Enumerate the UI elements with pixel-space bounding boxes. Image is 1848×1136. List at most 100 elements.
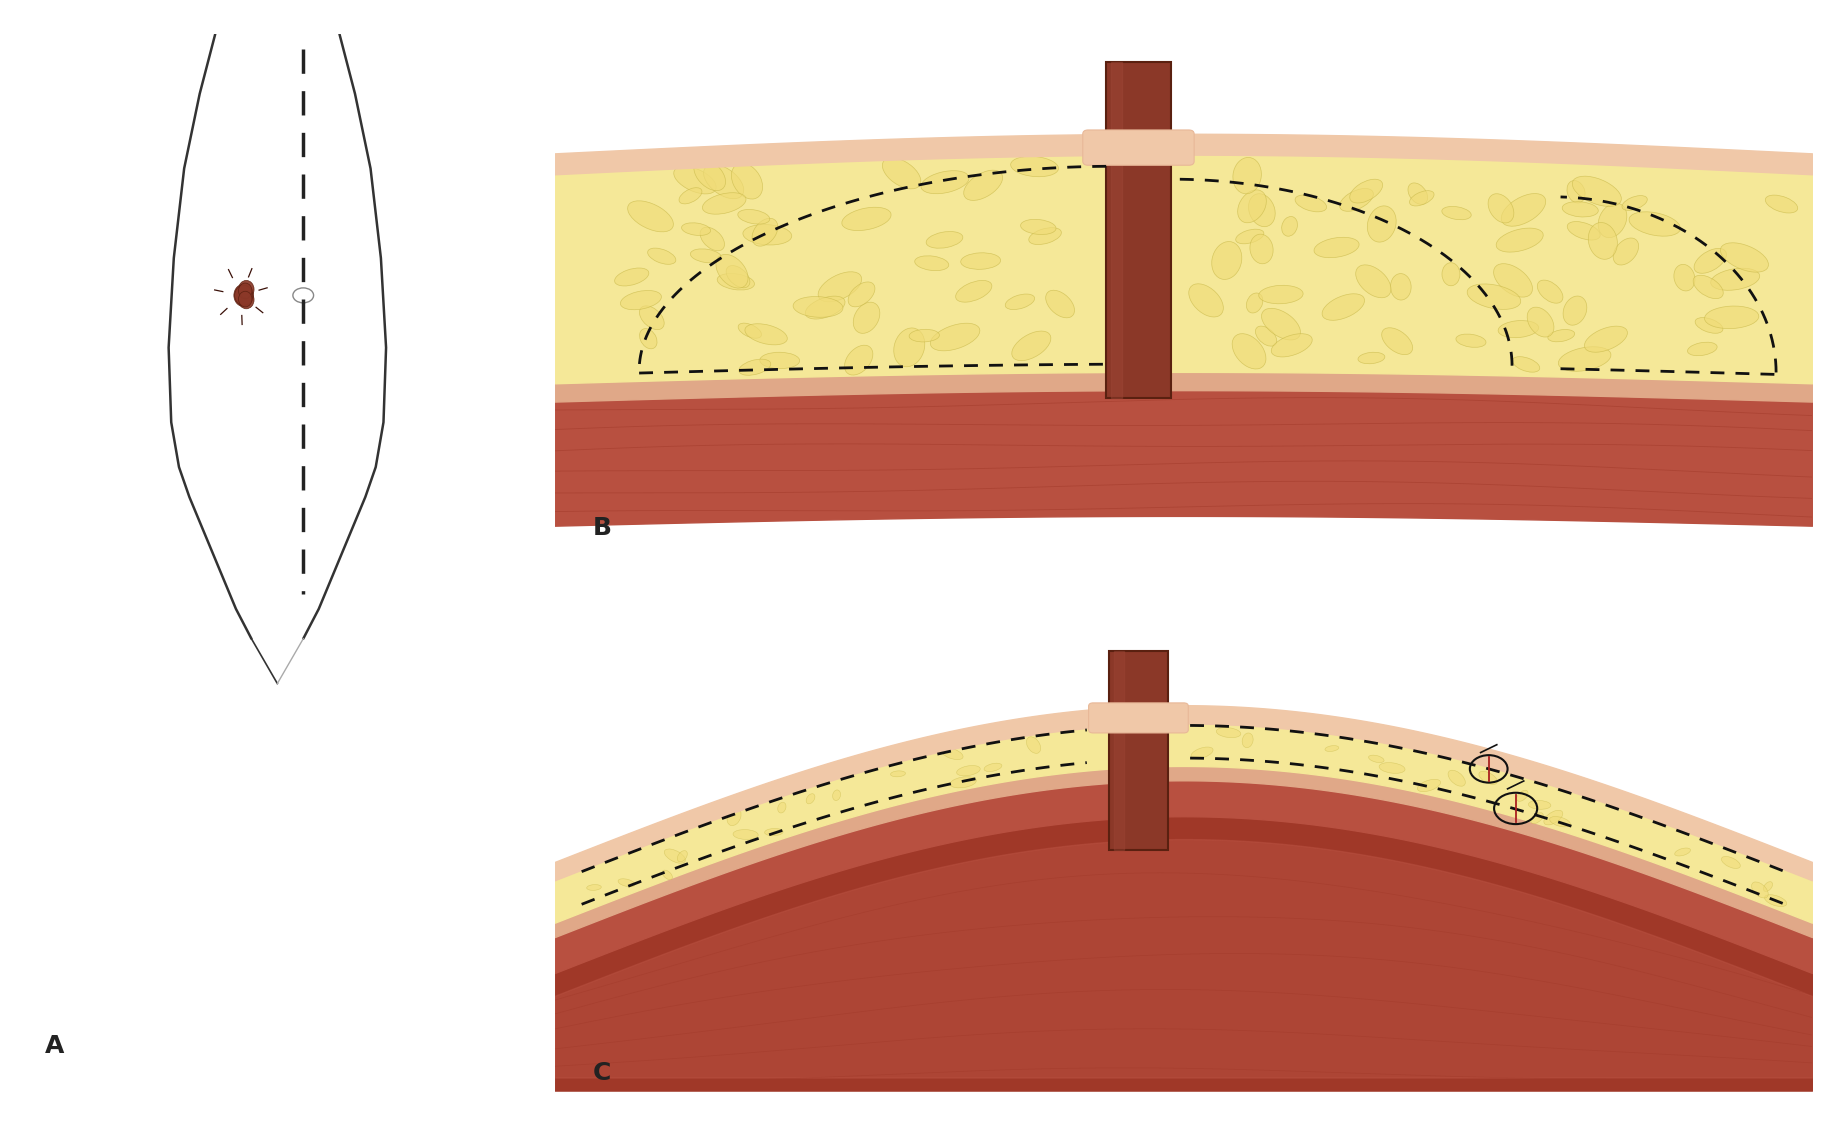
- Ellipse shape: [1571, 176, 1621, 207]
- Ellipse shape: [743, 225, 791, 245]
- Ellipse shape: [832, 790, 841, 801]
- Ellipse shape: [915, 256, 948, 270]
- Ellipse shape: [726, 266, 750, 287]
- Ellipse shape: [1763, 895, 1785, 907]
- Ellipse shape: [1027, 227, 1061, 244]
- Ellipse shape: [1562, 296, 1586, 325]
- Ellipse shape: [845, 345, 872, 375]
- Ellipse shape: [1379, 762, 1404, 774]
- Ellipse shape: [1355, 265, 1390, 298]
- Ellipse shape: [955, 766, 979, 776]
- Ellipse shape: [1530, 812, 1543, 824]
- Polygon shape: [1109, 651, 1166, 850]
- Ellipse shape: [926, 232, 963, 249]
- Ellipse shape: [955, 281, 991, 302]
- Ellipse shape: [1493, 264, 1532, 298]
- Ellipse shape: [1719, 243, 1767, 273]
- FancyBboxPatch shape: [1088, 703, 1188, 733]
- Ellipse shape: [1046, 290, 1074, 318]
- Ellipse shape: [621, 291, 662, 310]
- Ellipse shape: [1763, 882, 1772, 892]
- Ellipse shape: [1562, 202, 1597, 217]
- Ellipse shape: [950, 777, 976, 788]
- Ellipse shape: [1366, 206, 1395, 242]
- Ellipse shape: [235, 285, 253, 306]
- Ellipse shape: [881, 158, 920, 189]
- Ellipse shape: [673, 166, 715, 194]
- Ellipse shape: [1543, 810, 1562, 825]
- Ellipse shape: [663, 849, 686, 863]
- Ellipse shape: [1720, 857, 1739, 868]
- Ellipse shape: [1441, 262, 1460, 286]
- Ellipse shape: [1558, 346, 1610, 371]
- Ellipse shape: [1547, 329, 1574, 342]
- Ellipse shape: [893, 328, 924, 367]
- Ellipse shape: [726, 808, 741, 826]
- Ellipse shape: [1258, 285, 1303, 303]
- Ellipse shape: [1255, 326, 1277, 346]
- Ellipse shape: [1536, 281, 1562, 303]
- Ellipse shape: [1750, 882, 1767, 897]
- Ellipse shape: [1249, 234, 1273, 264]
- Ellipse shape: [1693, 249, 1726, 274]
- Ellipse shape: [614, 268, 649, 286]
- Ellipse shape: [702, 193, 745, 215]
- Ellipse shape: [817, 272, 861, 302]
- Ellipse shape: [1281, 217, 1297, 236]
- Ellipse shape: [806, 794, 815, 804]
- Ellipse shape: [676, 851, 687, 862]
- Ellipse shape: [1408, 191, 1434, 206]
- Ellipse shape: [1242, 733, 1253, 747]
- Ellipse shape: [1512, 357, 1539, 373]
- Ellipse shape: [1597, 203, 1626, 237]
- Ellipse shape: [1447, 770, 1464, 786]
- Ellipse shape: [806, 296, 845, 319]
- Ellipse shape: [1584, 326, 1626, 352]
- Ellipse shape: [1020, 219, 1055, 234]
- Ellipse shape: [1216, 727, 1240, 737]
- Ellipse shape: [961, 253, 1000, 269]
- Ellipse shape: [1356, 352, 1384, 364]
- Ellipse shape: [704, 165, 743, 199]
- Ellipse shape: [715, 254, 748, 289]
- Ellipse shape: [752, 218, 778, 247]
- Ellipse shape: [848, 282, 874, 307]
- Ellipse shape: [1528, 801, 1550, 809]
- Ellipse shape: [930, 324, 979, 351]
- Ellipse shape: [1406, 183, 1427, 204]
- Ellipse shape: [1271, 334, 1312, 357]
- Ellipse shape: [1380, 328, 1412, 354]
- Ellipse shape: [909, 329, 939, 342]
- Ellipse shape: [1687, 342, 1717, 356]
- Ellipse shape: [1368, 755, 1384, 762]
- Ellipse shape: [1188, 284, 1223, 317]
- Ellipse shape: [1260, 308, 1299, 340]
- Ellipse shape: [732, 164, 761, 199]
- Ellipse shape: [920, 170, 968, 194]
- Ellipse shape: [238, 281, 253, 299]
- Ellipse shape: [941, 747, 963, 760]
- Ellipse shape: [238, 283, 251, 299]
- Ellipse shape: [1497, 320, 1538, 337]
- Ellipse shape: [238, 291, 253, 309]
- Ellipse shape: [1417, 779, 1440, 792]
- Ellipse shape: [891, 771, 906, 777]
- Ellipse shape: [1501, 193, 1545, 226]
- Ellipse shape: [626, 201, 673, 232]
- Text: C: C: [591, 1061, 610, 1085]
- Ellipse shape: [1488, 194, 1514, 223]
- Ellipse shape: [1567, 222, 1599, 240]
- Ellipse shape: [1233, 158, 1260, 194]
- Ellipse shape: [1454, 334, 1486, 348]
- Ellipse shape: [737, 323, 761, 339]
- Ellipse shape: [1478, 771, 1497, 784]
- Ellipse shape: [233, 284, 253, 307]
- Ellipse shape: [852, 302, 880, 333]
- Ellipse shape: [1693, 275, 1722, 299]
- FancyBboxPatch shape: [1083, 130, 1194, 165]
- Ellipse shape: [1695, 318, 1722, 333]
- Ellipse shape: [983, 763, 1002, 771]
- Ellipse shape: [639, 306, 663, 329]
- Text: B: B: [591, 516, 612, 540]
- Ellipse shape: [639, 328, 656, 349]
